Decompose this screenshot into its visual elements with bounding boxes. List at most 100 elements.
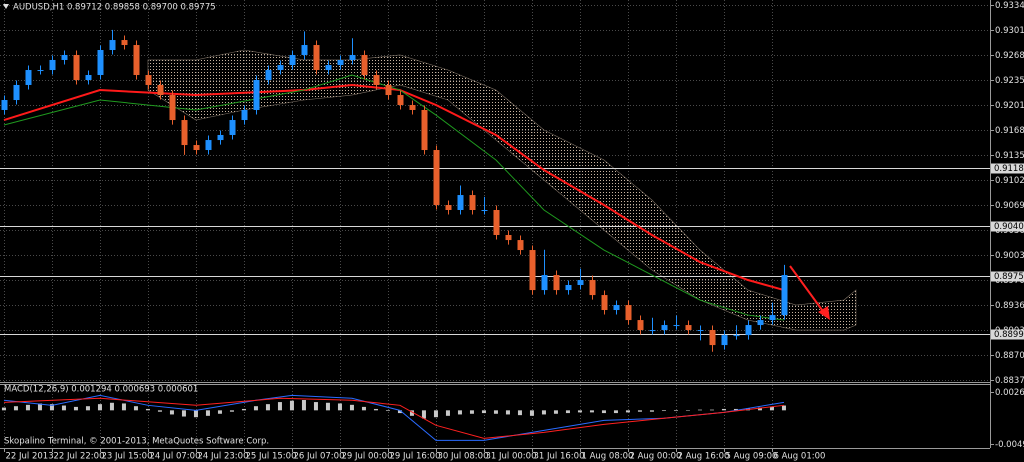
candle-body [637,320,644,331]
histogram-bar [217,410,222,414]
candle-body [709,330,716,346]
candle-body [409,104,416,110]
histogram-bar [649,410,654,412]
y-tick-label: 0.00267 [995,388,1024,398]
histogram-bar [349,404,354,411]
level-label: 0.89753 [994,272,1024,282]
histogram-bar [673,410,678,412]
histogram-bar [193,410,198,418]
candle-body [181,120,188,146]
histogram-bar [61,405,66,411]
histogram-bar [241,408,246,411]
histogram-bar [757,407,762,411]
level-label: 0.90408 [994,222,1024,232]
candle-body [193,145,200,151]
x-tick-label: 2 Aug 16:00 [678,452,730,462]
candle-body [541,275,548,291]
x-tick-label: 23 Jul 15:00 [102,452,153,462]
histogram-bar [409,410,414,416]
candle-body [13,84,20,101]
level-label-box [991,271,1024,282]
x-tick-label: 22 Jul 2013 [6,452,54,462]
candle-body [565,285,572,291]
candle-body [781,275,788,316]
histogram-bar [25,404,30,411]
candle-body [421,109,428,151]
x-tick-label: 6 Aug 01:00 [774,452,826,462]
level-label: 0.91184 [994,164,1024,174]
histogram-bar [721,408,726,411]
candle-body [349,54,356,60]
x-tick-label: 29 Jul 16:00 [390,452,441,462]
candle-body [385,84,392,96]
y-tick-label: 0.88375 [995,376,1024,386]
candle-body [685,325,692,331]
histogram-bar [577,410,582,413]
candle-body [109,40,116,51]
histogram-bar [481,410,486,414]
histogram-bar [613,410,618,414]
histogram-bar [313,402,318,411]
histogram-bar [109,402,114,411]
moving-average [3,83,785,292]
level-label: 0.88990 [994,330,1024,340]
candle-body [553,275,560,291]
moving-average [3,74,785,321]
candle-body [289,54,296,66]
histogram-bar [637,410,642,412]
histogram-bar [469,410,474,414]
histogram-bar [337,403,342,411]
histogram-bar [553,410,558,414]
histogram-bar [397,410,402,414]
histogram-bar [133,406,138,411]
candle-body [625,305,632,321]
histogram-bar [565,410,570,414]
candle-body [661,325,668,331]
x-tick-label: 29 Jul 00:00 [342,452,393,462]
histogram-bar [589,410,594,413]
candle-body [769,315,776,321]
histogram-bar [37,403,42,411]
y-tick-label: 0.91685 [995,126,1024,136]
candle-body [361,54,368,76]
histogram-bar [457,410,462,415]
indicator-title: MACD(12,26,9) 0.001294 0.000693 0.000601 [4,385,198,395]
candle-body [37,70,44,72]
candle-body [601,295,608,311]
histogram-bar [697,409,702,411]
candle-body [673,325,680,327]
histogram-bar [169,410,174,415]
level-label-box [991,221,1024,232]
histogram-bar [85,406,90,411]
histogram-bar [709,409,714,411]
y-tick-label: 0.91355 [995,151,1024,161]
candle-body [73,54,80,80]
candle-body [253,79,260,110]
x-tick-label: 24 Jul 07:00 [150,452,201,462]
candle-body [757,320,764,326]
candle-body [145,75,152,85]
histogram-bar [493,410,498,414]
histogram-bar [361,406,366,411]
histogram-bar [145,408,150,411]
histogram-bar [181,410,186,417]
annotation-arrow [789,265,826,315]
histogram-bar [529,410,534,416]
candle-body [613,305,620,311]
candle-body [25,70,32,85]
x-tick-label: 5 Aug 09:00 [726,452,778,462]
histogram-bar [229,410,234,412]
candle-body [121,40,128,46]
histogram-bar [1,407,6,411]
histogram-bar [277,402,282,411]
candle-body [325,65,332,71]
